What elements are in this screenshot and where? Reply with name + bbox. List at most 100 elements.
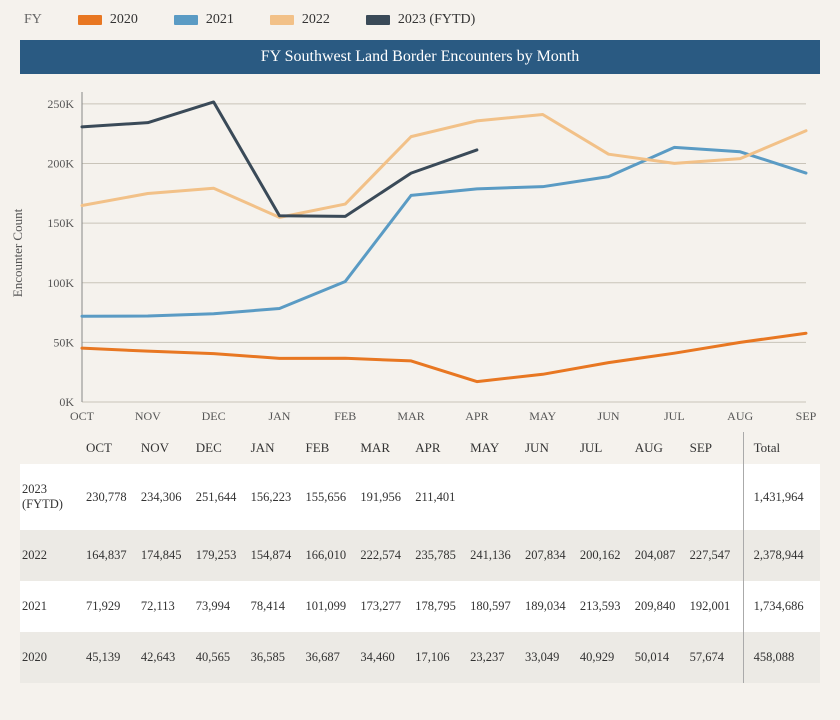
- table-cell: 50,014: [633, 632, 688, 683]
- table-cell: 204,087: [633, 530, 688, 581]
- table-row: 2023 (FYTD)230,778234,306251,644156,2231…: [20, 464, 820, 530]
- table-row: 202171,92972,11373,99478,414101,099173,2…: [20, 581, 820, 632]
- data-table: OCTNOVDECJANFEBMARAPRMAYJUNJULAUGSEPTota…: [20, 432, 820, 683]
- svg-text:NOV: NOV: [135, 409, 161, 423]
- row-label: 2021: [20, 581, 84, 632]
- table-col-header: [20, 432, 84, 464]
- legend-item-2021: 2021: [174, 12, 234, 28]
- legend-item-2022: 2022: [270, 12, 330, 28]
- svg-text:100K: 100K: [47, 276, 74, 290]
- table-cell: 234,306: [139, 464, 194, 530]
- row-label: 2023 (FYTD): [20, 464, 84, 530]
- svg-text:MAR: MAR: [397, 409, 424, 423]
- svg-text:JUL: JUL: [664, 409, 685, 423]
- row-total: 1,734,686: [743, 581, 820, 632]
- table-cell: 78,414: [249, 581, 304, 632]
- table-cell: 166,010: [304, 530, 359, 581]
- table-cell: 72,113: [139, 581, 194, 632]
- table-cell: 45,139: [84, 632, 139, 683]
- chart-title: FY Southwest Land Border Encounters by M…: [261, 48, 579, 65]
- table-cell: 57,674: [688, 632, 743, 683]
- swatch-2020: [78, 15, 102, 25]
- table-cell: 235,785: [413, 530, 468, 581]
- svg-text:250K: 250K: [47, 97, 74, 111]
- table-cell: 180,597: [468, 581, 523, 632]
- legend-item-2020: 2020: [78, 12, 138, 28]
- row-total: 458,088: [743, 632, 820, 683]
- table-col-header: MAY: [468, 432, 523, 464]
- table-cell: 33,049: [523, 632, 578, 683]
- table-cell: 189,034: [523, 581, 578, 632]
- table-col-header: SEP: [688, 432, 743, 464]
- swatch-2021: [174, 15, 198, 25]
- table-cell: 241,136: [468, 530, 523, 581]
- table-cell: 207,834: [523, 530, 578, 581]
- chart-title-bar: FY Southwest Land Border Encounters by M…: [20, 40, 820, 74]
- table-cell: 200,162: [578, 530, 633, 581]
- table-cell: 73,994: [194, 581, 249, 632]
- table-cell: 227,547: [688, 530, 743, 581]
- table-body: 2023 (FYTD)230,778234,306251,644156,2231…: [20, 464, 820, 683]
- svg-text:OCT: OCT: [70, 409, 95, 423]
- table-cell: 213,593: [578, 581, 633, 632]
- table-cell: 191,956: [358, 464, 413, 530]
- legend: FY 2020 2021 2022 2023 (FYTD): [24, 12, 820, 28]
- table-cell: 40,929: [578, 632, 633, 683]
- table-cell: 222,574: [358, 530, 413, 581]
- table-cell: [468, 464, 523, 530]
- table-cell: 23,237: [468, 632, 523, 683]
- table-col-header: MAR: [358, 432, 413, 464]
- table-cell: [523, 464, 578, 530]
- table-cell: 42,643: [139, 632, 194, 683]
- table-col-header: JAN: [249, 432, 304, 464]
- table-cell: 164,837: [84, 530, 139, 581]
- legend-item-2023: 2023 (FYTD): [366, 12, 475, 28]
- table-cell: 154,874: [249, 530, 304, 581]
- table-col-header: JUL: [578, 432, 633, 464]
- row-total: 1,431,964: [743, 464, 820, 530]
- table-cell: 17,106: [413, 632, 468, 683]
- table-cell: 209,840: [633, 581, 688, 632]
- svg-text:200K: 200K: [47, 157, 74, 171]
- table-cell: 192,001: [688, 581, 743, 632]
- table-cell: [578, 464, 633, 530]
- table-cell: 211,401: [413, 464, 468, 530]
- table-header-row: OCTNOVDECJANFEBMARAPRMAYJUNJULAUGSEPTota…: [20, 432, 820, 464]
- table-cell: 179,253: [194, 530, 249, 581]
- table-cell: 230,778: [84, 464, 139, 530]
- legend-label-2020: 2020: [110, 12, 138, 28]
- table-col-header: APR: [413, 432, 468, 464]
- table-cell: 156,223: [249, 464, 304, 530]
- table-cell: 173,277: [358, 581, 413, 632]
- swatch-2023: [366, 15, 390, 25]
- table-cell: [633, 464, 688, 530]
- row-total: 2,378,944: [743, 530, 820, 581]
- table-cell: 155,656: [304, 464, 359, 530]
- table-row: 202045,13942,64340,56536,58536,68734,460…: [20, 632, 820, 683]
- line-chart: 0K50K100K150K200K250KOCTNOVDECJANFEBMARA…: [20, 78, 820, 428]
- table-cell: 40,565: [194, 632, 249, 683]
- table-cell: 101,099: [304, 581, 359, 632]
- svg-text:FEB: FEB: [334, 409, 356, 423]
- svg-text:SEP: SEP: [796, 409, 817, 423]
- svg-text:JAN: JAN: [268, 409, 290, 423]
- table-col-header: Total: [743, 432, 820, 464]
- legend-label-2021: 2021: [206, 12, 234, 28]
- table-col-header: OCT: [84, 432, 139, 464]
- table-cell: 251,644: [194, 464, 249, 530]
- table-col-header: FEB: [304, 432, 359, 464]
- table-cell: 174,845: [139, 530, 194, 581]
- legend-label-2022: 2022: [302, 12, 330, 28]
- legend-label-2023: 2023 (FYTD): [398, 12, 475, 28]
- row-label: 2022: [20, 530, 84, 581]
- svg-text:JUN: JUN: [598, 409, 620, 423]
- svg-text:0K: 0K: [59, 395, 74, 409]
- table-col-header: AUG: [633, 432, 688, 464]
- swatch-2022: [270, 15, 294, 25]
- table-cell: [688, 464, 743, 530]
- legend-title: FY: [24, 12, 42, 28]
- table-row: 2022164,837174,845179,253154,874166,0102…: [20, 530, 820, 581]
- chart-area: Encounter Count 0K50K100K150K200K250KOCT…: [20, 78, 820, 428]
- table-col-header: DEC: [194, 432, 249, 464]
- table-cell: 71,929: [84, 581, 139, 632]
